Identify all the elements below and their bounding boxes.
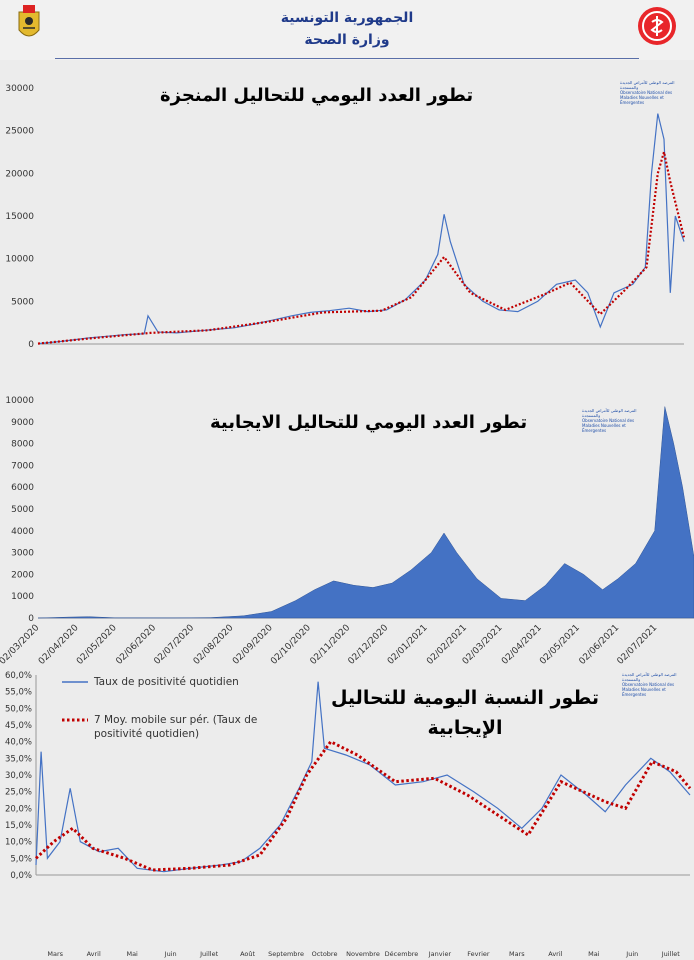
month-label: Avril bbox=[87, 950, 101, 958]
observatory-logo-2-line2: Observatoire National des Maladies Nouve… bbox=[582, 418, 635, 433]
month-label: Septembre bbox=[268, 950, 304, 958]
header: الجمهورية التونسية وزارة الصحة bbox=[0, 0, 694, 60]
x-tick-label: 02/01/2021 bbox=[386, 623, 430, 667]
daily-tests-chart: 30000 25000 20000 15000 10000 5000 0 bbox=[5, 84, 686, 350]
month-label: Octobre bbox=[312, 950, 338, 958]
x-tick-label: 02/03/2020 bbox=[0, 623, 42, 667]
legend: Taux de positivité quotidien 7 Moy. mobil… bbox=[62, 676, 257, 740]
x-tick-label: 02/12/2020 bbox=[347, 623, 391, 667]
header-divider bbox=[55, 58, 639, 59]
chart1-title: تطور العدد اليومي للتحاليل المنجزة bbox=[160, 85, 474, 106]
observatory-logo: المرصد الوطني للأمراض الجديدة والمستجدة … bbox=[620, 80, 676, 105]
positive-tests-area bbox=[37, 406, 694, 619]
month-label: Juin bbox=[164, 950, 177, 958]
y-tick-label: 9000 bbox=[11, 418, 34, 428]
month-label: Novembre bbox=[346, 950, 380, 958]
x-tick-label: 02/07/2021 bbox=[616, 623, 660, 667]
header-subtitle: وزارة الصحة bbox=[304, 32, 390, 48]
observatory-logo-3-line2: Observatoire National des Maladies Nouve… bbox=[622, 682, 675, 697]
x-tick-label: 02/10/2020 bbox=[269, 623, 313, 667]
x-tick-label: 02/05/2020 bbox=[75, 623, 119, 667]
header-title: الجمهورية التونسية bbox=[280, 10, 414, 26]
y-tick-label: 7000 bbox=[11, 461, 34, 471]
y-tick-label: 40,0% bbox=[5, 738, 32, 748]
y-tick-label: 4000 bbox=[11, 527, 34, 537]
month-label: Avril bbox=[548, 950, 562, 958]
y-tick-label: 2000 bbox=[11, 570, 34, 580]
observatory-logo-3-line1: المرصد الوطني للأمراض الجديدة والمستجدة bbox=[622, 672, 677, 682]
y-tick-label: 5000 bbox=[11, 505, 34, 515]
y-tick-label: 1000 bbox=[11, 592, 34, 602]
y-tick-label: 20000 bbox=[5, 169, 34, 179]
y-tick-label: 30,0% bbox=[5, 771, 32, 781]
observatory-logo-3: المرصد الوطني للأمراض الجديدة والمستجدة … bbox=[622, 672, 678, 697]
y-tick-label: 25000 bbox=[5, 127, 34, 137]
observatory-logo-line2: Observatoire National des Maladies Nouve… bbox=[620, 90, 673, 105]
chart3-title: تطور النسبة اليومية للتحاليل الإيجابية bbox=[330, 687, 600, 739]
positivity-moving-average-line bbox=[34, 739, 692, 872]
month-label: Janvier bbox=[428, 950, 452, 958]
legend-label-average-line1: 7 Moy. mobile sur pér. (Taux de bbox=[94, 714, 257, 726]
y-tick-label: 10,0% bbox=[5, 838, 32, 848]
month-label: Juillet bbox=[199, 950, 218, 958]
month-label: Mars bbox=[509, 950, 525, 958]
x-tick-label: 02/07/2020 bbox=[152, 623, 196, 667]
moving-average-line bbox=[37, 151, 686, 345]
observatory-logo-line1: المرصد الوطني للأمراض الجديدة والمستجدة bbox=[620, 80, 675, 90]
y-tick-label: 0,0% bbox=[10, 871, 32, 881]
y-tick-label: 45,0% bbox=[5, 721, 32, 731]
y-tick-label: 0 bbox=[28, 614, 34, 624]
y-tick-label: 5,0% bbox=[10, 854, 32, 864]
month-label: Juin bbox=[625, 950, 638, 958]
positivity-rate-chart: 60,0% 55,0% 50,0% 45,0% 40,0% 35,0% 30,0% 25,0%… bbox=[5, 671, 692, 958]
month-label: Juillet bbox=[661, 950, 680, 958]
y-tick-label: 25,0% bbox=[5, 788, 32, 798]
y-tick-label: 8000 bbox=[11, 440, 34, 450]
chart2-title: تطور العدد اليومي للتحاليل الايجابية bbox=[210, 412, 528, 433]
y-tick-label: 50,0% bbox=[5, 704, 32, 714]
legend-label-daily: Taux de positivité quotidien bbox=[93, 676, 239, 688]
y-tick-label: 3000 bbox=[11, 549, 34, 559]
observatory-logo-2: المرصد الوطني للأمراض الجديدة والمستجدة … bbox=[582, 408, 638, 433]
y-tick-label: 10000 bbox=[5, 396, 34, 406]
y-tick-label: 60,0% bbox=[5, 671, 32, 681]
month-label: Décembre bbox=[385, 950, 419, 958]
month-label: Fevrier bbox=[467, 950, 490, 958]
y-tick-label: 30000 bbox=[5, 84, 34, 94]
y-tick-label: 0 bbox=[28, 340, 34, 350]
y-tick-label: 10000 bbox=[5, 255, 34, 265]
observatory-logo-2-line1: المرصد الوطني للأمراض الجديدة والمستجدة bbox=[582, 408, 637, 418]
y-tick-label: 15000 bbox=[5, 212, 34, 222]
x-tick-label: 02/05/2021 bbox=[538, 623, 582, 667]
month-label: Mai bbox=[588, 950, 600, 958]
month-label: Mars bbox=[47, 950, 63, 958]
x-tick-label: 02/08/2020 bbox=[192, 623, 236, 667]
y-tick-label: 20,0% bbox=[5, 804, 32, 814]
y-tick-label: 55,0% bbox=[5, 688, 32, 698]
coat-of-arms-icon bbox=[18, 5, 40, 37]
y-tick-label: 5000 bbox=[11, 297, 34, 307]
ministry-logo-icon bbox=[638, 7, 676, 45]
legend-label-average-line2: positivité quotidien) bbox=[94, 728, 199, 740]
daily-tests-line bbox=[37, 113, 685, 345]
legend-label-average: 7 Moy. mobile sur pér. (Taux de positivit… bbox=[94, 714, 257, 740]
daily-positive-chart: 1000090008000700060005000400030002000100… bbox=[0, 396, 694, 667]
y-tick-label: 35,0% bbox=[5, 754, 32, 764]
y-tick-label: 15,0% bbox=[5, 821, 32, 831]
month-label: Août bbox=[240, 950, 255, 958]
month-label: Mai bbox=[126, 950, 138, 958]
y-tick-label: 6000 bbox=[11, 483, 34, 493]
